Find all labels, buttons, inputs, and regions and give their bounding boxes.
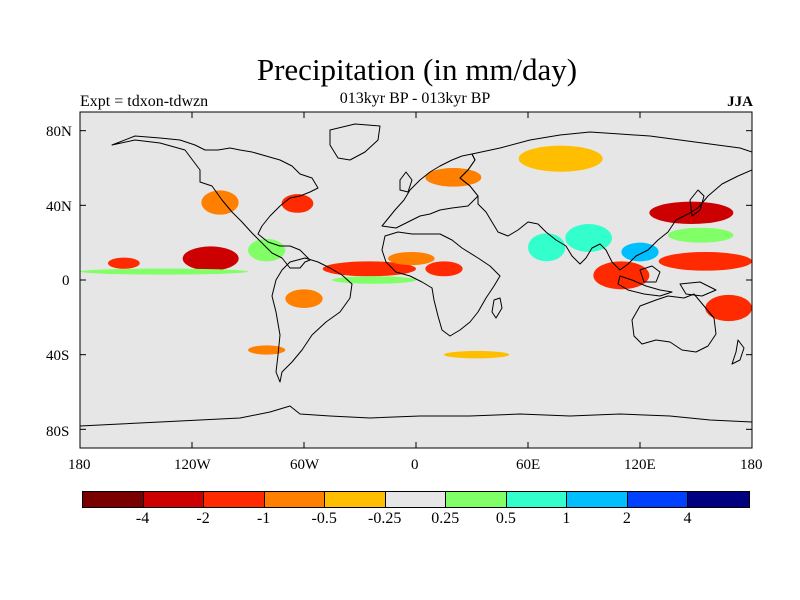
experiment-label: Expt = tdxon-tdwzn (80, 93, 209, 110)
lon-label-0: 0 (411, 457, 419, 473)
colorbar-label-4: -0.25 (368, 510, 402, 527)
colorbar-box-5 (385, 492, 446, 507)
lat-label-40s: 40S (46, 348, 70, 364)
anomaly-region-14 (565, 224, 613, 252)
anomaly-region-12 (518, 145, 603, 172)
figure-title: Precipitation (in mm/day) (256, 52, 578, 87)
colorbar-label-2: -1 (256, 510, 271, 527)
anomaly-layer (80, 145, 752, 359)
anomaly-region-20 (705, 294, 752, 322)
coast-australia (631, 293, 717, 353)
anomaly-region-3 (201, 190, 239, 215)
anomaly-region-1 (182, 246, 239, 271)
lat-label-80n: 80N (46, 124, 72, 140)
lat-tick-marks (80, 130, 752, 430)
colorbar-box-0 (83, 492, 144, 507)
lon-label-60e: 60E (516, 457, 541, 473)
anomaly-region-16 (621, 242, 659, 262)
anomaly-region-11 (425, 168, 482, 187)
anomaly-region-8 (285, 289, 323, 308)
colorbar-box-3 (264, 492, 325, 507)
anomaly-region-7 (332, 276, 416, 284)
coast-antarctica (80, 405, 752, 427)
anomaly-region-21 (247, 345, 286, 355)
coast-new-zealand (731, 339, 745, 365)
anomaly-region-6 (322, 261, 417, 277)
colorbar-box-7 (506, 492, 567, 507)
anomaly-region-15 (593, 261, 650, 290)
coast-uk (399, 171, 413, 193)
anomaly-region-2 (80, 268, 248, 275)
coast-africa (381, 231, 501, 337)
colorbar (82, 491, 750, 508)
anomaly-region-9 (388, 251, 435, 266)
lon-label-120w: 120W (174, 457, 211, 473)
colorbar-label-1: -2 (196, 510, 210, 527)
coast-asia (459, 131, 752, 271)
colorbar-label-9: 4 (683, 510, 692, 527)
lon-label-180e: 180 (740, 457, 763, 473)
lon-label-60w: 60W (290, 457, 320, 473)
colorbar-label-6: 0.5 (495, 510, 516, 527)
coast-north-america (111, 135, 319, 269)
coast-madagascar (491, 297, 503, 319)
anomaly-region-0 (108, 257, 140, 269)
colorbar-box-2 (204, 492, 265, 507)
lon-label-120e: 120E (624, 457, 656, 473)
coast-indonesia (617, 275, 673, 297)
colorbar-label-3: -0.5 (311, 510, 337, 527)
lon-tick-marks (79, 112, 753, 448)
colorbar-label-0: -4 (135, 510, 150, 527)
colorbar-box-4 (325, 492, 386, 507)
anomaly-region-23 (724, 339, 752, 351)
anomaly-region-18 (658, 252, 752, 271)
colorbar-box-9 (627, 492, 688, 507)
lon-label-180w: 180 (68, 457, 91, 473)
colorbar-box-10 (688, 492, 749, 507)
lat-label-80s: 80S (46, 424, 70, 440)
anomaly-region-5 (247, 238, 286, 262)
coast-greenland (329, 123, 381, 161)
colorbar-label-5: 0.25 (431, 510, 460, 527)
anomaly-region-19 (668, 227, 734, 243)
coast-borneo (639, 265, 661, 283)
season-label: JJA (727, 94, 753, 110)
lat-label-eq: 0 (62, 273, 70, 289)
anomaly-region-13 (528, 233, 566, 262)
anomaly-region-22 (444, 350, 510, 359)
colorbar-box-1 (143, 492, 204, 507)
colorbar-label-7: 1 (562, 510, 571, 527)
coast-japan (689, 189, 705, 217)
coastlines (80, 123, 752, 427)
colorbar-box-6 (446, 492, 507, 507)
anomaly-region-10 (425, 261, 463, 277)
figure-subtitle: 013kyr BP - 013kyr BP (339, 90, 491, 107)
colorbar-label-8: 2 (622, 510, 631, 527)
colorbar-box-8 (567, 492, 628, 507)
lat-label-40n: 40N (46, 199, 72, 215)
coast-new-guinea (679, 281, 717, 297)
coast-south-america (271, 257, 353, 383)
